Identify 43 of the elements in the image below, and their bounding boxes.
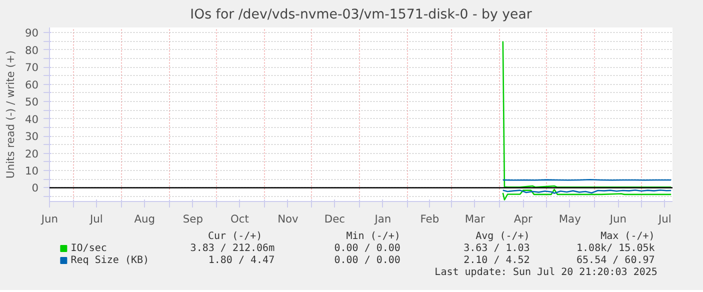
y-tick-label: 80	[24, 44, 39, 57]
text: 3.63 / 1.03	[464, 243, 530, 254]
y-tick-label: 0	[32, 182, 39, 195]
x-tick-label: Dec	[324, 212, 346, 226]
x-tick-label: Jun	[40, 212, 58, 226]
x-tick-label: Apr	[514, 212, 533, 226]
y-tick-label: 20	[24, 147, 39, 160]
text: 2.10 / 4.52	[464, 255, 530, 266]
x-tick-label: Sep	[182, 212, 204, 226]
y-tick-label: 50	[24, 96, 39, 109]
text: 0.00 / 0.00	[334, 243, 400, 254]
y-tick-label: 60	[24, 78, 39, 92]
y-tick-label: 70	[24, 61, 39, 74]
text: 1.80 / 4.47	[208, 255, 275, 266]
y-tick-label: 90	[24, 26, 39, 40]
text: 1.08k/ 15.05k	[576, 243, 655, 254]
text: Cur (-/+)	[208, 231, 262, 242]
y-tick-label: 10	[24, 164, 39, 178]
line-series	[502, 40, 672, 188]
x-tick-label: Jul	[657, 212, 672, 226]
text: 0.00 / 0.00	[334, 255, 400, 266]
x-tick-label: Jan	[374, 212, 392, 226]
y-tick-label: 30	[24, 130, 39, 144]
x-tick-label: Nov	[278, 212, 298, 226]
y-tick-label: 40	[24, 112, 39, 126]
x-tick-label: Feb	[420, 212, 440, 226]
text: 65.54 / 60.97	[576, 255, 655, 266]
line-series	[502, 188, 672, 200]
text: 3.83 / 212.06m	[190, 243, 275, 254]
x-tick-label: Oct	[230, 212, 249, 226]
y-axis-title: Units read (-) / write (+)	[4, 50, 17, 178]
text: Avg (-/+)	[476, 231, 530, 242]
x-tick-label: Aug	[134, 212, 156, 226]
x-tick-label: Jul	[88, 212, 103, 226]
text: Max (-/+)	[600, 231, 655, 242]
x-tick-label: May	[558, 212, 581, 226]
legend-label: Req Size (KB)	[70, 255, 150, 266]
x-tick-label: Mar	[464, 212, 486, 226]
x-tick-label: Jun	[608, 212, 626, 226]
legend-label: IO/sec	[70, 243, 107, 254]
text: Min (-/+)	[346, 231, 400, 242]
text: Last update: Sun Jul 20 21:20:03 2025	[434, 267, 658, 278]
chart-title: IOs for /dev/vds-nvme-03/vm-1571-disk-0 - by year	[190, 8, 532, 22]
